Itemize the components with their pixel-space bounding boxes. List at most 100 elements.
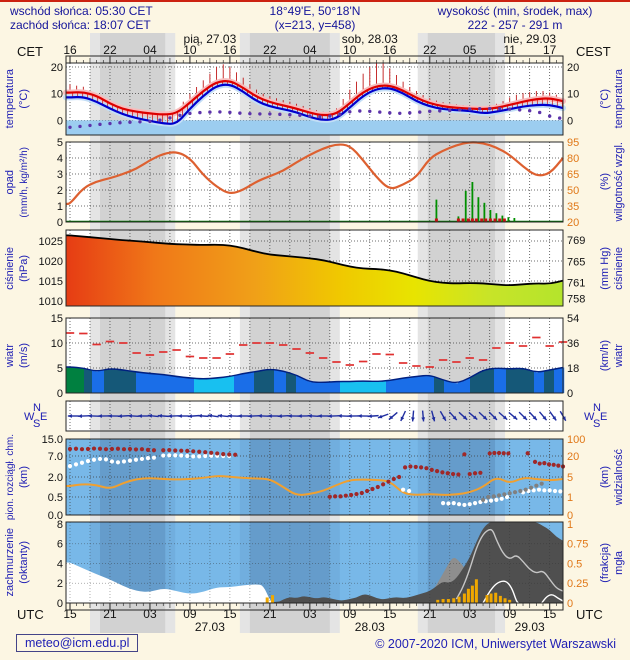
axis-title-text: ciśnienie: [612, 246, 625, 290]
svg-text:1015: 1015: [39, 276, 63, 288]
svg-text:1010: 1010: [39, 296, 63, 308]
time-axis: 16 22 04 10 16 22 04 10 16 22 05 11 17 pią, 27.03 sob,…: [63, 32, 564, 634]
axis-title-text: wiatr: [612, 343, 625, 368]
svg-text:15.0: 15.0: [42, 434, 63, 446]
svg-text:27.03: 27.03: [195, 620, 225, 634]
svg-text:765: 765: [567, 256, 585, 268]
svg-text:11: 11: [503, 43, 516, 57]
temperature-panel: 20 10 0 20 10 0: [51, 62, 579, 136]
svg-text:50: 50: [567, 185, 579, 197]
svg-text:22: 22: [423, 43, 437, 57]
sunset-text: zachód słońca: 18:07 CET: [10, 18, 151, 32]
axis-title-fog-right: (frakcja) mgła: [596, 522, 628, 603]
svg-text:16: 16: [63, 43, 77, 57]
compass-rose-right: N W S E: [584, 402, 610, 430]
svg-text:28.03: 28.03: [355, 620, 385, 634]
svg-text:16: 16: [383, 43, 397, 57]
axis-title-visibility-right: (km) widzialność: [596, 439, 628, 515]
svg-text:5: 5: [57, 363, 63, 375]
contact-email-link[interactable]: meteo@icm.edu.pl: [16, 634, 139, 652]
sun-times: wschód słońca: 05:30 CET zachód słońca: …: [10, 4, 153, 32]
svg-text:03: 03: [303, 607, 317, 621]
svg-text:21: 21: [103, 607, 117, 621]
axis-unit-text: (mm/h, kg/m²/h): [18, 146, 30, 218]
axis-unit-text: (frakcja): [598, 542, 611, 583]
axis-title-text: temperatura: [612, 69, 625, 129]
svg-text:1: 1: [567, 492, 573, 504]
compass-w: W: [24, 411, 35, 423]
axis-title-cloudext-left: pion. rozciągł. chm. (km): [1, 434, 33, 520]
svg-text:2: 2: [57, 185, 63, 197]
svg-text:8: 8: [57, 519, 63, 531]
compass-w: W: [584, 411, 595, 423]
axis-unit-text: (%): [598, 173, 611, 191]
cest-label: CEST: [576, 44, 611, 59]
svg-text:15: 15: [51, 313, 63, 325]
compass-n: N: [593, 402, 601, 414]
svg-text:2: 2: [57, 578, 63, 590]
axis-title-text: wiatr: [3, 343, 16, 368]
pressure-panel: 1025 1020 1015 1010 769 765 761 758: [39, 229, 585, 308]
compass-s: S: [33, 418, 41, 430]
axis-unit-text: (km): [17, 466, 30, 488]
svg-text:09: 09: [183, 607, 197, 621]
axis-title-wind-right: (km/h) wiatr: [596, 318, 628, 393]
svg-text:10: 10: [51, 89, 63, 101]
location-block: 18°49'E, 50°18'N (x=213, y=458): [200, 4, 430, 32]
svg-text:16: 16: [223, 43, 237, 57]
svg-text:09: 09: [503, 607, 517, 621]
svg-text:0: 0: [57, 217, 63, 229]
axis-title-text: zachmurzenie: [3, 528, 16, 597]
svg-text:20: 20: [567, 217, 579, 229]
compass-e: E: [600, 411, 608, 423]
svg-text:sob, 28.03: sob, 28.03: [342, 32, 398, 46]
wind-panel: 15 10 5 0 54 36 18 0: [51, 313, 580, 400]
axis-title-temperature-right: (°C) temperatura: [596, 63, 628, 135]
svg-text:15: 15: [383, 607, 397, 621]
wind-direction-panel: [65, 400, 567, 432]
axis-title-wind-left: wiatr (m/s): [1, 318, 33, 393]
svg-text:04: 04: [303, 43, 317, 57]
axis-title-text: wilgotność wzgl.: [612, 142, 625, 222]
svg-text:21: 21: [263, 607, 277, 621]
copyright-text: © 2007-2020 ICM, Uniwersytet Warszawski: [375, 637, 616, 651]
axis-unit-text: (km/h): [598, 339, 611, 372]
axis-title-temperature-left: temperatura (°C): [1, 63, 33, 135]
cloud-extent-visibility-panel: 15.0 7.0 2.0 0.5 0.0 100 20 5 1 0: [42, 434, 586, 522]
svg-text:20: 20: [51, 62, 63, 74]
utc-label-left: UTC: [17, 607, 44, 622]
altitude-block: wysokość (min, środek, max) 222 - 257 - …: [405, 4, 625, 32]
svg-text:36: 36: [567, 338, 579, 350]
precipitation-humidity-panel: 5 4 3 2 1 0 95 80 65 50 35 20: [57, 137, 579, 229]
svg-text:1: 1: [57, 201, 63, 213]
svg-text:20: 20: [567, 451, 579, 463]
axis-unit-text: (mm Hg): [598, 246, 611, 290]
axis-title-humidity-right: (%) wilgotność wzgl.: [596, 142, 628, 222]
axis-unit-text: (°C): [17, 89, 30, 109]
svg-text:15: 15: [543, 607, 557, 621]
axis-title-precip-left: opad (mm/h, kg/m²/h): [1, 142, 33, 222]
svg-text:80: 80: [567, 153, 579, 165]
svg-text:100: 100: [567, 434, 585, 446]
svg-text:761: 761: [567, 278, 585, 290]
svg-text:0: 0: [567, 388, 573, 400]
axis-unit-text: (km): [598, 466, 611, 488]
svg-text:21: 21: [423, 607, 437, 621]
svg-text:15: 15: [223, 607, 237, 621]
svg-text:0.5: 0.5: [567, 558, 582, 570]
axis-unit-text: (oktanty): [17, 541, 30, 584]
svg-text:1025: 1025: [39, 236, 63, 248]
svg-text:5: 5: [567, 472, 573, 484]
axis-title-pressure-left: ciśnienie (hPa): [1, 230, 33, 306]
compass-n: N: [33, 402, 41, 414]
svg-text:0: 0: [57, 115, 63, 127]
svg-text:15: 15: [63, 607, 77, 621]
coords-text: 18°49'E, 50°18'N: [269, 4, 361, 18]
cet-label: CET: [17, 44, 43, 59]
sunrise-text: wschód słońca: 05:30 CET: [10, 4, 153, 18]
axis-title-text: mgła: [612, 550, 625, 575]
svg-text:0.5: 0.5: [48, 492, 63, 504]
svg-text:0: 0: [567, 115, 573, 127]
